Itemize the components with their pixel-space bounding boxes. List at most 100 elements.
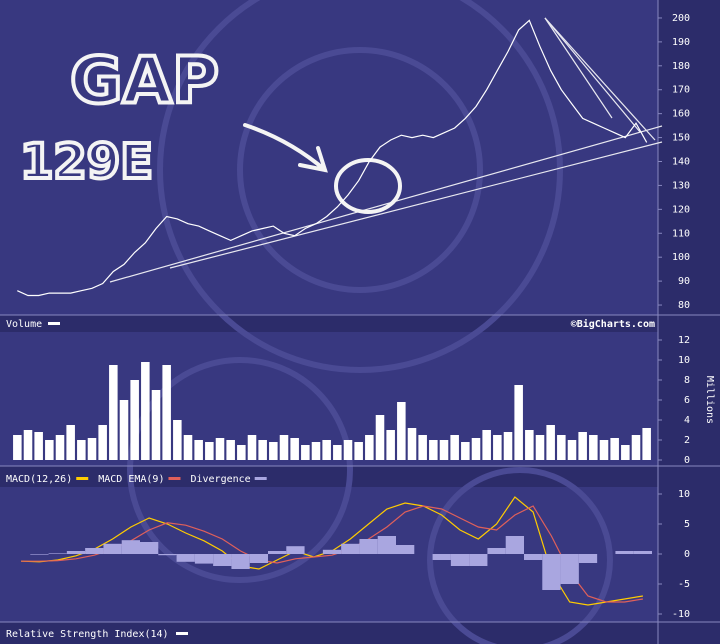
y-tick-label: 4	[684, 415, 690, 426]
bar	[450, 435, 459, 460]
y-tick-label: 190	[672, 37, 690, 48]
bar	[130, 380, 139, 460]
y-tick-label: 6	[684, 395, 690, 406]
bar	[397, 402, 406, 460]
bar	[333, 445, 342, 460]
bar	[45, 440, 54, 460]
bar	[589, 435, 598, 460]
panel-title: Relative Strength Index(14)	[6, 629, 169, 640]
y-tick-label: 180	[672, 61, 690, 72]
axis-label: Millions	[704, 376, 715, 424]
bar	[87, 438, 97, 460]
bar	[55, 435, 65, 460]
bar	[286, 546, 305, 554]
bar	[162, 365, 171, 460]
legend-label: Divergence	[190, 474, 250, 485]
bar	[546, 425, 555, 460]
bar	[524, 554, 543, 560]
bar	[377, 536, 396, 554]
y-tick-label: 0	[684, 549, 690, 560]
bar	[34, 432, 43, 460]
bar	[268, 551, 287, 554]
legend-label: MACD(12,26)	[6, 474, 72, 485]
bar	[514, 385, 523, 460]
bar	[610, 438, 619, 460]
bar	[471, 438, 481, 460]
y-tick-label: 150	[672, 133, 690, 144]
panel-title: Volume	[6, 319, 42, 330]
bar	[429, 440, 438, 460]
bar	[615, 551, 634, 554]
y-tick-label: 140	[672, 157, 690, 168]
bar	[407, 428, 417, 460]
bar	[205, 442, 214, 460]
bar	[621, 445, 630, 460]
legend-swatch	[168, 477, 181, 480]
bar	[226, 440, 235, 460]
gap-circle	[334, 158, 402, 214]
bar	[461, 442, 470, 460]
bar	[66, 551, 86, 554]
y-tick-label: 170	[672, 85, 690, 96]
bar	[503, 432, 513, 460]
y-tick-label: -10	[672, 609, 690, 620]
bar	[247, 435, 257, 460]
bar	[173, 420, 182, 460]
bar	[578, 554, 598, 563]
bar	[542, 554, 561, 590]
bar	[109, 365, 118, 460]
bar	[633, 551, 652, 554]
bar	[432, 554, 451, 560]
bar	[231, 554, 250, 569]
bar	[183, 435, 193, 460]
bar	[359, 539, 378, 554]
bar	[194, 440, 203, 460]
line	[17, 19, 648, 297]
y-tick-label: 80	[678, 300, 690, 311]
trend-lines	[109, 17, 663, 283]
bar	[103, 543, 122, 554]
bar	[599, 440, 609, 460]
bar	[439, 440, 449, 460]
bar	[194, 554, 214, 564]
y-tick-label: 200	[672, 13, 690, 24]
y-tick-label: 120	[672, 204, 690, 215]
bar	[450, 554, 470, 566]
bar	[290, 438, 299, 460]
bar	[215, 438, 225, 460]
y-tick-label: 90	[678, 276, 690, 287]
y-tick-label: 8	[684, 375, 690, 386]
bar	[505, 536, 524, 554]
bar	[140, 542, 159, 554]
bar	[258, 440, 267, 460]
bar	[493, 435, 502, 460]
bar	[469, 554, 488, 566]
legend-swatch	[76, 477, 89, 480]
bar	[354, 442, 363, 460]
bar	[158, 554, 177, 556]
bar	[121, 540, 140, 554]
bar	[396, 545, 415, 554]
bar	[386, 430, 395, 460]
y-tick-label: 100	[672, 252, 690, 263]
bar	[98, 425, 107, 460]
legend-swatch	[48, 322, 60, 325]
bar	[557, 435, 566, 460]
annotation: 129E	[20, 134, 153, 190]
y-tick-label: 2	[684, 435, 690, 446]
bar	[567, 440, 577, 460]
bar	[642, 428, 651, 460]
bar	[279, 435, 289, 460]
bar	[23, 430, 33, 460]
bar	[151, 390, 161, 460]
bar	[30, 554, 49, 555]
bar	[631, 435, 641, 460]
y-tick-label: 130	[672, 180, 690, 191]
bar	[482, 430, 491, 460]
bar	[418, 435, 427, 460]
y-tick-label: 5	[684, 519, 690, 530]
bar	[213, 554, 232, 566]
bar	[560, 554, 579, 584]
y-tick-label: 10	[678, 489, 690, 500]
